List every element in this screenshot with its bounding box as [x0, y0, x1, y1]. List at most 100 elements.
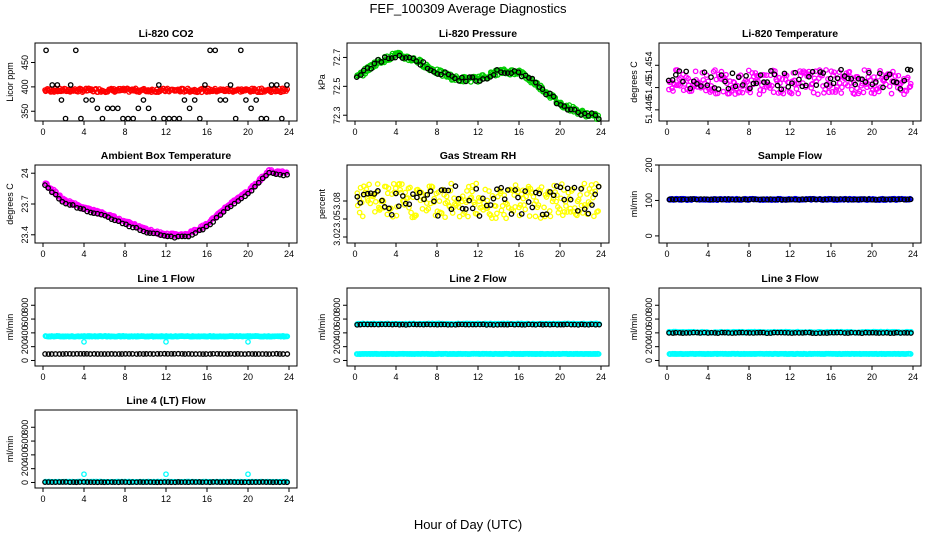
data-point	[427, 321, 434, 328]
data-point	[907, 67, 914, 73]
data-point	[666, 196, 673, 203]
data-point	[136, 351, 143, 357]
data-point	[133, 351, 140, 357]
data-point	[410, 321, 417, 328]
data-point	[669, 196, 676, 203]
data-point	[63, 350, 69, 357]
data-point	[155, 82, 162, 88]
data-point	[880, 84, 886, 91]
data-point	[584, 191, 590, 197]
data-point	[431, 321, 437, 328]
data-point	[679, 330, 686, 336]
data-point	[49, 479, 55, 485]
data-point	[897, 85, 904, 92]
data-point	[501, 321, 508, 328]
data-point	[276, 351, 283, 357]
data-point	[484, 205, 491, 212]
data-point	[278, 115, 285, 122]
data-point	[834, 196, 841, 203]
data-point	[708, 74, 714, 81]
data-point	[399, 321, 406, 328]
data-point	[361, 321, 367, 328]
data-point	[596, 116, 602, 122]
data-point	[186, 105, 193, 112]
data-point	[585, 210, 592, 217]
data-point	[284, 351, 291, 357]
data-point	[112, 479, 118, 486]
data-point	[720, 88, 727, 95]
data-point	[196, 115, 203, 122]
data-point	[358, 72, 364, 78]
y-axis-label: degrees C	[5, 183, 15, 225]
data-point	[757, 87, 764, 93]
panel-3: Ambient Box Temperature 0 4 8 12 16 20 24 23.4 23…	[5, 150, 298, 259]
data-point	[504, 321, 511, 328]
series-black	[354, 183, 602, 219]
data-point	[81, 338, 87, 345]
data-point	[778, 196, 785, 203]
data-point	[182, 233, 188, 240]
data-point	[389, 321, 396, 328]
data-point	[838, 66, 844, 73]
data-point	[161, 232, 168, 239]
x-tick-label: 8	[434, 372, 439, 382]
data-point	[140, 351, 147, 357]
data-point	[185, 351, 192, 357]
data-point	[820, 70, 827, 76]
data-point	[469, 74, 476, 81]
data-point	[217, 212, 224, 218]
data-point	[518, 211, 525, 217]
x-tick-label: 4	[705, 249, 710, 259]
data-point	[145, 105, 152, 112]
data-point	[809, 330, 816, 336]
data-point	[101, 351, 108, 357]
data-point	[410, 191, 416, 197]
data-point	[595, 112, 602, 119]
data-point	[901, 196, 908, 203]
data-point	[414, 194, 420, 201]
panel-0: Li-820 CO2 0 4 8 12 16 20 24 350 400 450 Licor ppm	[5, 28, 298, 137]
data-point	[796, 76, 802, 83]
data-point	[70, 479, 77, 485]
data-point	[568, 321, 575, 328]
data-point	[81, 471, 87, 478]
data-point	[743, 72, 749, 79]
data-point	[382, 321, 389, 328]
data-point	[546, 208, 553, 214]
data-point	[866, 69, 872, 76]
series-mean	[354, 49, 602, 123]
series-mean	[42, 85, 291, 96]
data-point	[560, 321, 567, 328]
page-title: FEF_100309 Average Diagnostics	[369, 1, 567, 16]
x-tick-label: 16	[202, 127, 212, 137]
data-point	[760, 87, 767, 94]
data-point	[268, 82, 275, 88]
data-point	[595, 183, 602, 190]
data-point	[425, 206, 432, 212]
data-point	[827, 329, 833, 336]
data-point	[151, 479, 157, 486]
y-tick-label: 51.454	[644, 52, 654, 80]
x-tick-label: 24	[596, 127, 606, 137]
series-black	[42, 169, 290, 241]
x-tick-label: 12	[473, 127, 483, 137]
data-point	[796, 196, 802, 203]
data-point	[888, 90, 895, 97]
data-point	[130, 115, 137, 122]
data-point	[864, 84, 870, 91]
data-point	[144, 229, 150, 236]
data-point	[438, 210, 445, 216]
y-tick-label: 600	[20, 312, 30, 327]
data-point	[69, 202, 76, 208]
data-point	[266, 479, 273, 485]
x-tick-label: 16	[514, 372, 524, 382]
data-point	[175, 479, 182, 485]
data-point	[122, 351, 129, 357]
data-point	[119, 479, 125, 485]
x-tick-label: 0	[40, 372, 45, 382]
data-point	[729, 330, 736, 336]
data-point	[775, 196, 781, 203]
data-point	[178, 479, 185, 486]
data-point	[536, 321, 543, 328]
